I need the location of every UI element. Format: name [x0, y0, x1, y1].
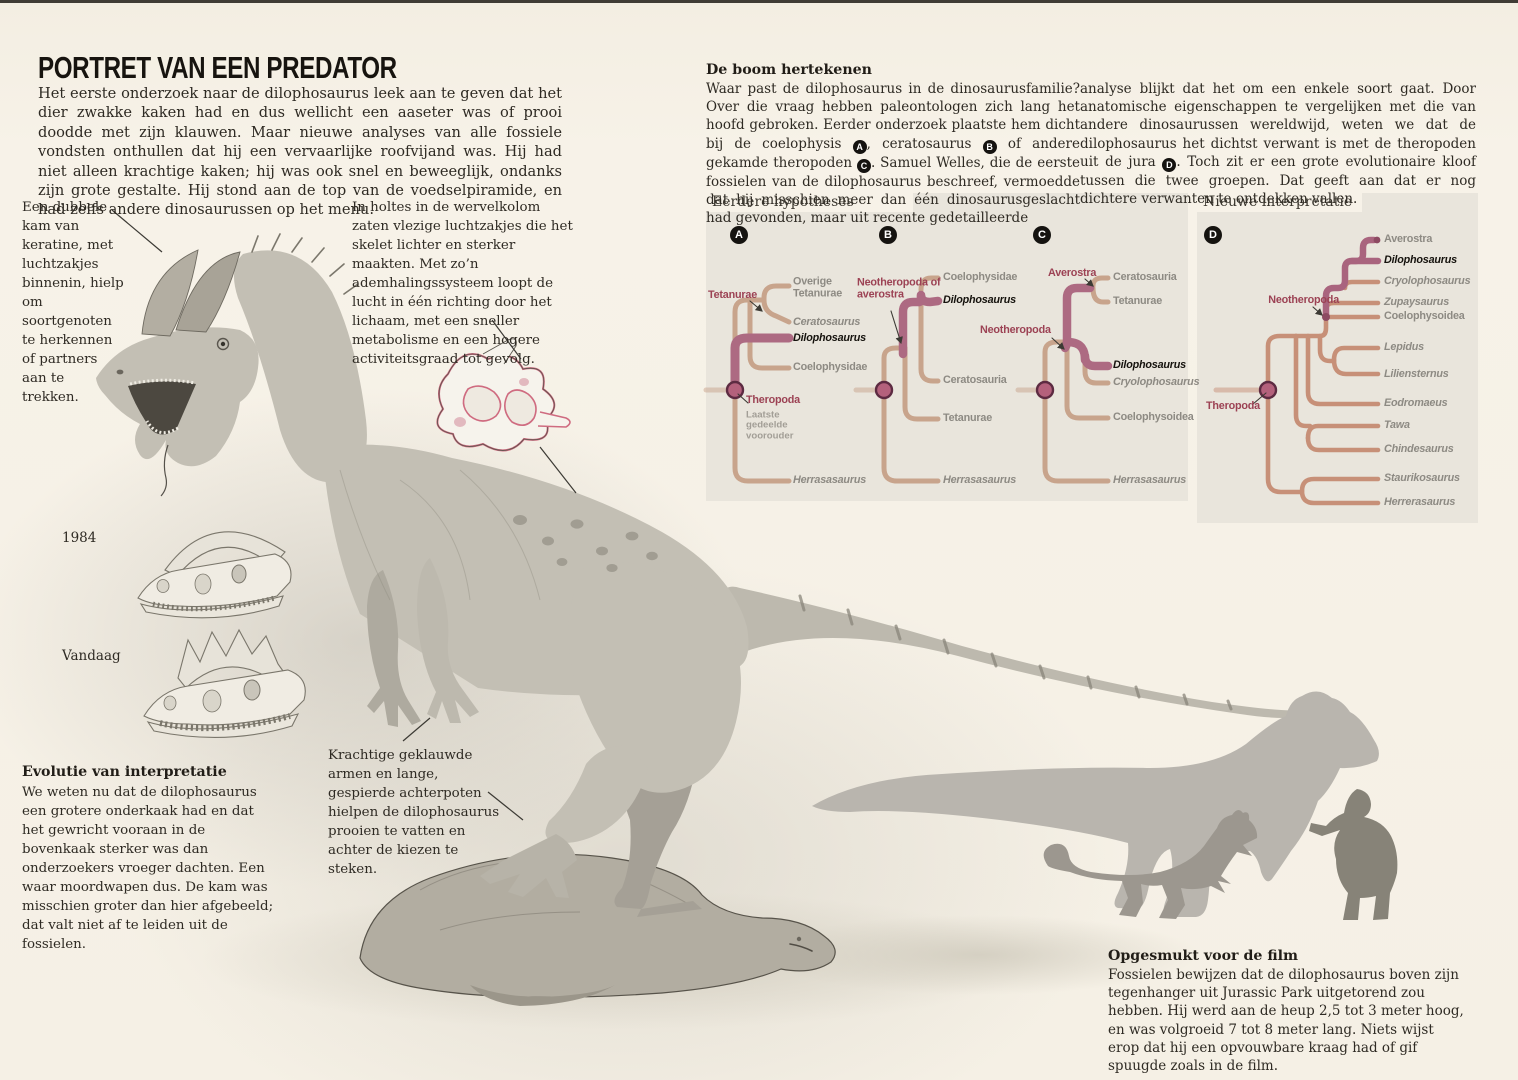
tree-d-tip: Lepidus	[1384, 341, 1424, 354]
tree-a-tip: Coelophysidae	[793, 361, 868, 374]
arms-annotation: Krachtige geklauwde armen en lange, gesp…	[328, 748, 500, 877]
tree-a-badge: A	[730, 226, 748, 244]
tree-c-tip: Dilophosaurus	[1113, 359, 1186, 372]
tree-a-clade-tetanurae: Tetanurae	[708, 289, 757, 302]
tree-a-ancestor-note: Laatste gedeelde voorouder	[746, 409, 794, 442]
badge-a-inline: A	[852, 139, 867, 154]
skull-today-illustration	[143, 628, 306, 738]
tree-c-badge: C	[1033, 226, 1051, 244]
col1-text-3: of andere gekamde theropoden	[706, 135, 1080, 171]
jurassic-park-dilophosaurus-silhouette	[1043, 809, 1258, 919]
panel-new-top-strip	[1362, 193, 1478, 213]
film-body: Fossielen bewijzen dat de dilophosaurus …	[1108, 967, 1464, 1075]
tree-c-tip: Ceratosauria	[1113, 271, 1177, 284]
skull-label-1984: 1984	[62, 530, 97, 546]
badge-c-inline: C	[856, 158, 871, 173]
dilophosaurus-illustration	[96, 233, 1300, 917]
skull-1984-illustration	[137, 531, 292, 619]
tree-d-tip: Eodromaeus	[1384, 397, 1448, 410]
skull-label-today: Vandaag	[62, 648, 121, 664]
tree-a-tip: Ceratosaurus	[793, 316, 861, 329]
tree-d-tip: Herrerasaurus	[1384, 496, 1456, 509]
tree-c-clade-averostra: Averostra	[1048, 267, 1097, 280]
tree-b-tip: Ceratosauria	[943, 374, 1007, 387]
page-title: PORTRET VAN EEN PREDATOR	[38, 50, 397, 85]
tree-section-col1: Waar past de dilophosaurus in de dinosau…	[706, 80, 1080, 227]
badge-d-inline: D	[1162, 157, 1177, 172]
col2-text-2: . Toch zit er een grote evolutionaire kl…	[1080, 153, 1476, 208]
tree-d-tip: Chindesaurus	[1384, 443, 1454, 456]
tree-d-tip: Dilophosaurus	[1384, 254, 1457, 267]
tree-b-badge: B	[879, 226, 897, 244]
tree-d-tip: Tawa	[1384, 419, 1410, 432]
tree-b-branches	[853, 275, 943, 484]
tree-c-tip: Herrasasaurus	[1113, 474, 1187, 487]
tree-a-clade-theropoda: Theropoda	[746, 394, 800, 407]
tree-d-tip: Coelophysoidea	[1384, 310, 1465, 323]
tree-d-clade-neotheropoda: Neotheropoda	[1268, 294, 1339, 307]
col2-text-1: analyse blijkt dat het om een enkele soo…	[1080, 81, 1476, 170]
crest-annotation: Een dubbele kam van keratine, met luchtz…	[22, 200, 124, 405]
tree-d-tip: Liliensternus	[1384, 368, 1449, 381]
col1-text-4: . Samuel Welles, die de eerste fossielen…	[706, 154, 1080, 227]
tree-d-tip: Staurikosaurus	[1384, 472, 1460, 485]
tree-d-badge: D	[1204, 226, 1222, 244]
tree-d-branches	[1213, 236, 1382, 506]
leader-lines	[111, 209, 577, 821]
tree-b-clade-neotheropoda: Neotheropoda of averostra	[857, 276, 941, 300]
tree-b-tip: Coelophysidae	[943, 271, 1018, 284]
page-top-edge	[0, 0, 1518, 3]
tree-d-clade-theropoda: Theropoda	[1206, 400, 1260, 413]
tree-a-tip: Herrasasaurus	[793, 474, 867, 487]
tree-c-tip: Cryolophosaurus	[1113, 376, 1200, 389]
tree-d-tip: Zupaysaurus	[1384, 296, 1450, 309]
tree-b-tip: Herrasasaurus	[943, 474, 1017, 487]
real-dilophosaurus-silhouette	[812, 691, 1379, 917]
tree-a-branches	[703, 283, 794, 484]
human-silhouette	[1309, 789, 1398, 920]
tree-d-tip: Cryolophosaurus	[1384, 275, 1471, 288]
tree-a-tip: Dilophosaurus	[793, 332, 866, 345]
film-heading: Opgesmukt voor de film	[1108, 948, 1299, 964]
intro-paragraph: Het eerste onderzoek naar de dilophosaur…	[38, 85, 562, 219]
tree-c-tip: Tetanurae	[1113, 295, 1162, 308]
size-comparison-silhouettes	[812, 691, 1398, 920]
tree-section-col2: analyse blijkt dat het om een enkele soo…	[1080, 80, 1476, 208]
panel-earlier-title: Eerdere hypotheses	[712, 194, 854, 210]
panel-earlier-top-strip	[913, 193, 1188, 213]
evolution-heading: Evolutie van interpretatie	[22, 764, 227, 780]
tree-section-heading: De boom hertekenen	[706, 62, 872, 78]
vertebra-airsac-illustration	[436, 338, 571, 452]
tree-c-clade-neotheropoda: Neotheropoda	[980, 324, 1051, 337]
panel-earlier-hypotheses	[706, 212, 1188, 501]
col1-text-1: Waar past de dilophosaurus in de dinosau…	[706, 81, 1080, 152]
panel-new-title: Nieuwe interpretatie	[1203, 194, 1353, 210]
badge-b-inline: B	[982, 139, 997, 154]
airsac-annotation: In holtes in de wervelkolom zaten vlezig…	[352, 200, 573, 367]
tree-d-tip: Averostra	[1384, 233, 1433, 246]
tree-b-tip: Tetanurae	[943, 412, 992, 425]
tree-a-tip: Overige Tetanurae	[793, 275, 842, 299]
tree-c-tip: Coelophysoidea	[1113, 411, 1194, 424]
tree-c-branches	[1015, 275, 1113, 484]
col1-text-2: , ceratosaurus	[866, 135, 983, 152]
evolution-body: We weten nu dat de dilophosaurus een gro…	[22, 785, 274, 952]
tree-b-tip: Dilophosaurus	[943, 294, 1016, 307]
ground-shadow-2	[760, 915, 1200, 995]
